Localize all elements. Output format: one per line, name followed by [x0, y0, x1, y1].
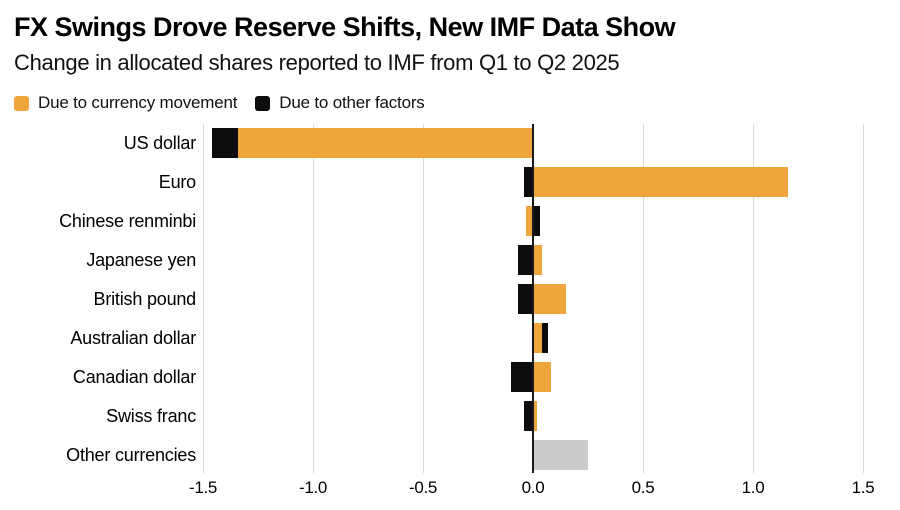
- zero-line: [532, 124, 534, 473]
- bar-segment-currency: [533, 362, 551, 392]
- category-label: US dollar: [123, 133, 196, 153]
- gridline: [422, 124, 424, 473]
- gridline: [202, 124, 204, 473]
- bar-segment-other: [533, 206, 540, 236]
- category-label: British pound: [93, 289, 197, 309]
- bar-segment-currency: [533, 245, 542, 275]
- chart-subtitle: Change in allocated shares reported to I…: [14, 50, 620, 75]
- x-tick-label: 1.0: [741, 478, 765, 497]
- category-label: Swiss franc: [106, 406, 196, 426]
- x-tick-label: -1.0: [298, 478, 328, 497]
- category-label: Australian dollar: [70, 328, 196, 348]
- legend-swatch-icon: [14, 95, 29, 111]
- bar-segment-other: [524, 167, 533, 197]
- x-tick-label: 0.5: [631, 478, 655, 497]
- gridline: [752, 124, 754, 473]
- bar-segment-other: [211, 128, 239, 158]
- bar-segment-currency: [238, 128, 533, 158]
- category-label: Chinese renminbi: [59, 211, 196, 231]
- bar-segment-currency: [533, 284, 566, 314]
- bar-segment-currency: [533, 167, 789, 197]
- bar-segment-other: [517, 284, 533, 314]
- legend-label: Due to currency movement: [38, 93, 238, 112]
- bar-segment-other: [511, 362, 533, 392]
- legend-label: Due to other factors: [279, 93, 425, 112]
- x-tick-label: 0.0: [521, 478, 545, 497]
- gridline: [642, 124, 644, 473]
- category-label: Euro: [158, 172, 196, 192]
- bar-segment-other: [524, 401, 533, 431]
- legend-item-currency-movement: Due to currency movement: [14, 93, 237, 113]
- legend-item-other-factors: Due to other factors: [255, 93, 425, 113]
- bar-segment-currency: [533, 323, 542, 353]
- gridline: [862, 124, 864, 473]
- category-label: Japanese yen: [86, 250, 196, 270]
- bar-segment-currency: [526, 206, 533, 236]
- x-tick-label: 1.5: [851, 478, 875, 497]
- chart-title: FX Swings Drove Reserve Shifts, New IMF …: [14, 12, 676, 42]
- legend-swatch-icon: [255, 95, 271, 111]
- bar-segment-other: [541, 323, 549, 353]
- legend: Due to currency movement Due to other fa…: [14, 93, 425, 113]
- bar-segment-currency: [533, 401, 538, 431]
- gridline: [312, 124, 314, 473]
- x-tick-label: -0.5: [408, 478, 438, 497]
- category-label: Other currencies: [66, 445, 196, 465]
- category-label: Canadian dollar: [72, 367, 196, 387]
- bar-segment-other_currencies: [533, 440, 588, 470]
- bar-segment-other: [517, 245, 533, 275]
- x-tick-label: -1.5: [188, 478, 218, 497]
